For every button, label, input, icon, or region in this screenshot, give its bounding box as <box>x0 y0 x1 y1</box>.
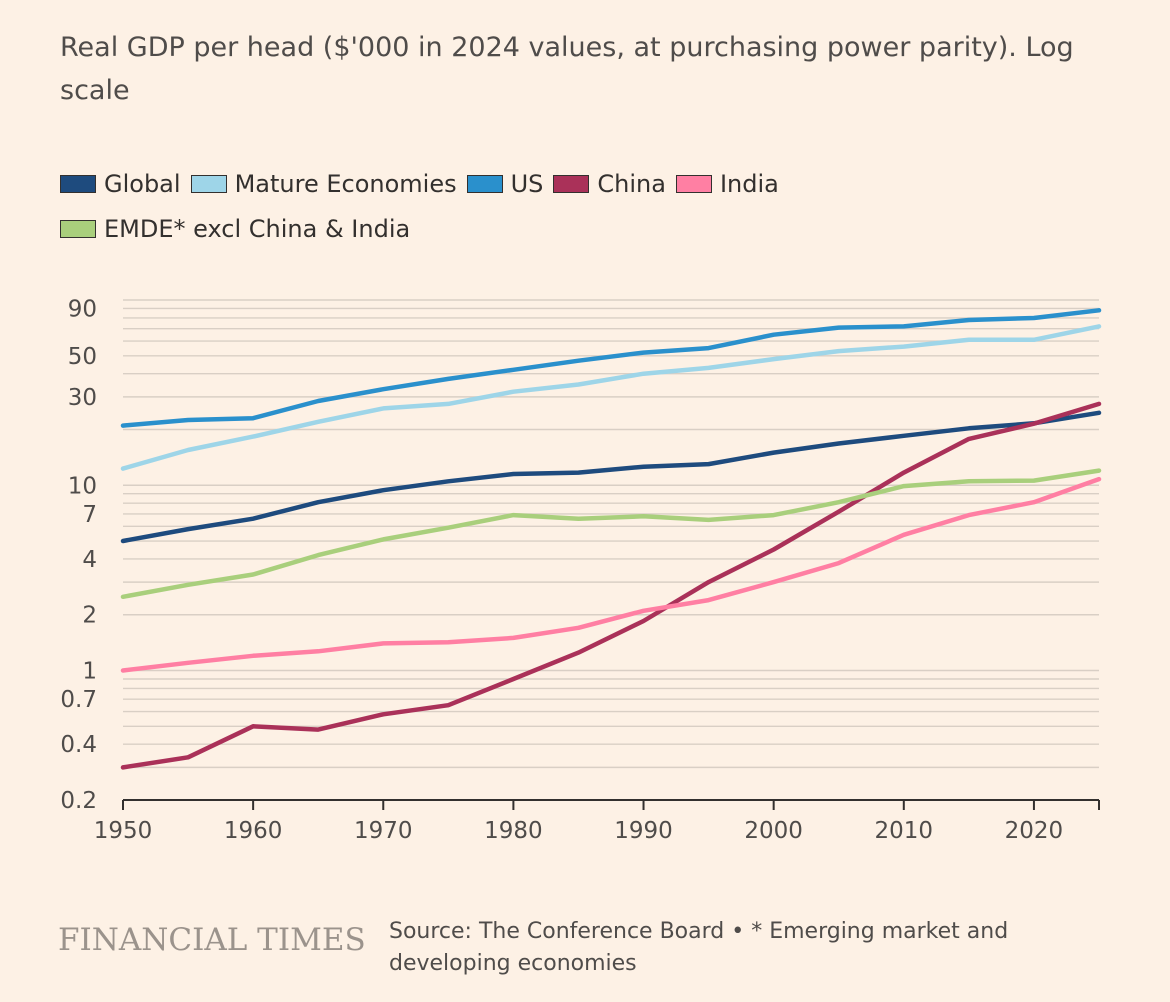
series-line-india <box>120 476 1102 673</box>
legend-item-emde: EMDE* excl China & India <box>60 212 410 245</box>
legend-item-mature-economies: Mature Economies <box>190 167 457 200</box>
x-tick-label: 1960 <box>224 818 283 844</box>
legend-label-global: Global <box>104 169 181 198</box>
x-tick-label: 1990 <box>614 818 673 844</box>
legend-swatch-us <box>466 174 503 193</box>
series-line-mature-economies <box>120 324 1102 471</box>
x-tick-label: 2000 <box>744 818 803 844</box>
legend-label-china: China <box>597 169 666 198</box>
y-tick-label: 50 <box>68 344 97 370</box>
series-line-global <box>120 410 1102 544</box>
y-tick-label: 30 <box>68 385 97 411</box>
legend-swatch-mature-economies <box>190 174 227 193</box>
x-tick-label: 1950 <box>94 818 153 844</box>
y-tick-label: 0.7 <box>60 687 97 713</box>
series-line-us <box>120 308 1102 428</box>
x-tick-label: 2020 <box>1005 818 1064 844</box>
y-tick-label: 0.2 <box>60 788 97 814</box>
legend-swatch-china <box>553 174 590 193</box>
legend-item-china: China <box>553 167 666 200</box>
legend-item-global: Global <box>60 167 181 200</box>
legend-item-us: US <box>466 167 544 200</box>
legend-label-emde: EMDE* excl China & India <box>104 214 411 243</box>
x-tick-label: 1980 <box>484 818 543 844</box>
y-tick-label: 0.4 <box>60 732 97 758</box>
x-tick-label: 2010 <box>875 818 934 844</box>
y-tick-label: 4 <box>82 547 97 573</box>
y-tick-label: 2 <box>82 603 97 629</box>
financial-times-logo: FINANCIAL TIMES <box>58 922 366 958</box>
source-note: Source: The Conference Board • * Emergin… <box>389 919 1009 976</box>
legend-label-india: India <box>719 169 779 198</box>
y-tick-label: 1 <box>82 659 97 685</box>
y-tick-label: 10 <box>68 473 97 499</box>
legend: Global Mature Economies US China India E… <box>60 167 1140 245</box>
legend-item-india: India <box>675 167 779 200</box>
legend-swatch-emde <box>60 219 96 238</box>
series-line-china <box>120 401 1102 770</box>
series-line-emde-excl-china-india <box>120 468 1102 600</box>
legend-label-us: US <box>510 169 544 198</box>
y-tick-label: 90 <box>68 296 97 322</box>
chart-title: Real GDP per head ($'000 in 2024 values,… <box>60 32 1074 106</box>
x-tick-label: 1970 <box>354 818 413 844</box>
legend-label-mature-economies: Mature Economies <box>234 169 457 198</box>
legend-swatch-india <box>675 174 712 193</box>
legend-swatch-global <box>60 174 96 193</box>
y-tick-label: 7 <box>82 502 97 528</box>
